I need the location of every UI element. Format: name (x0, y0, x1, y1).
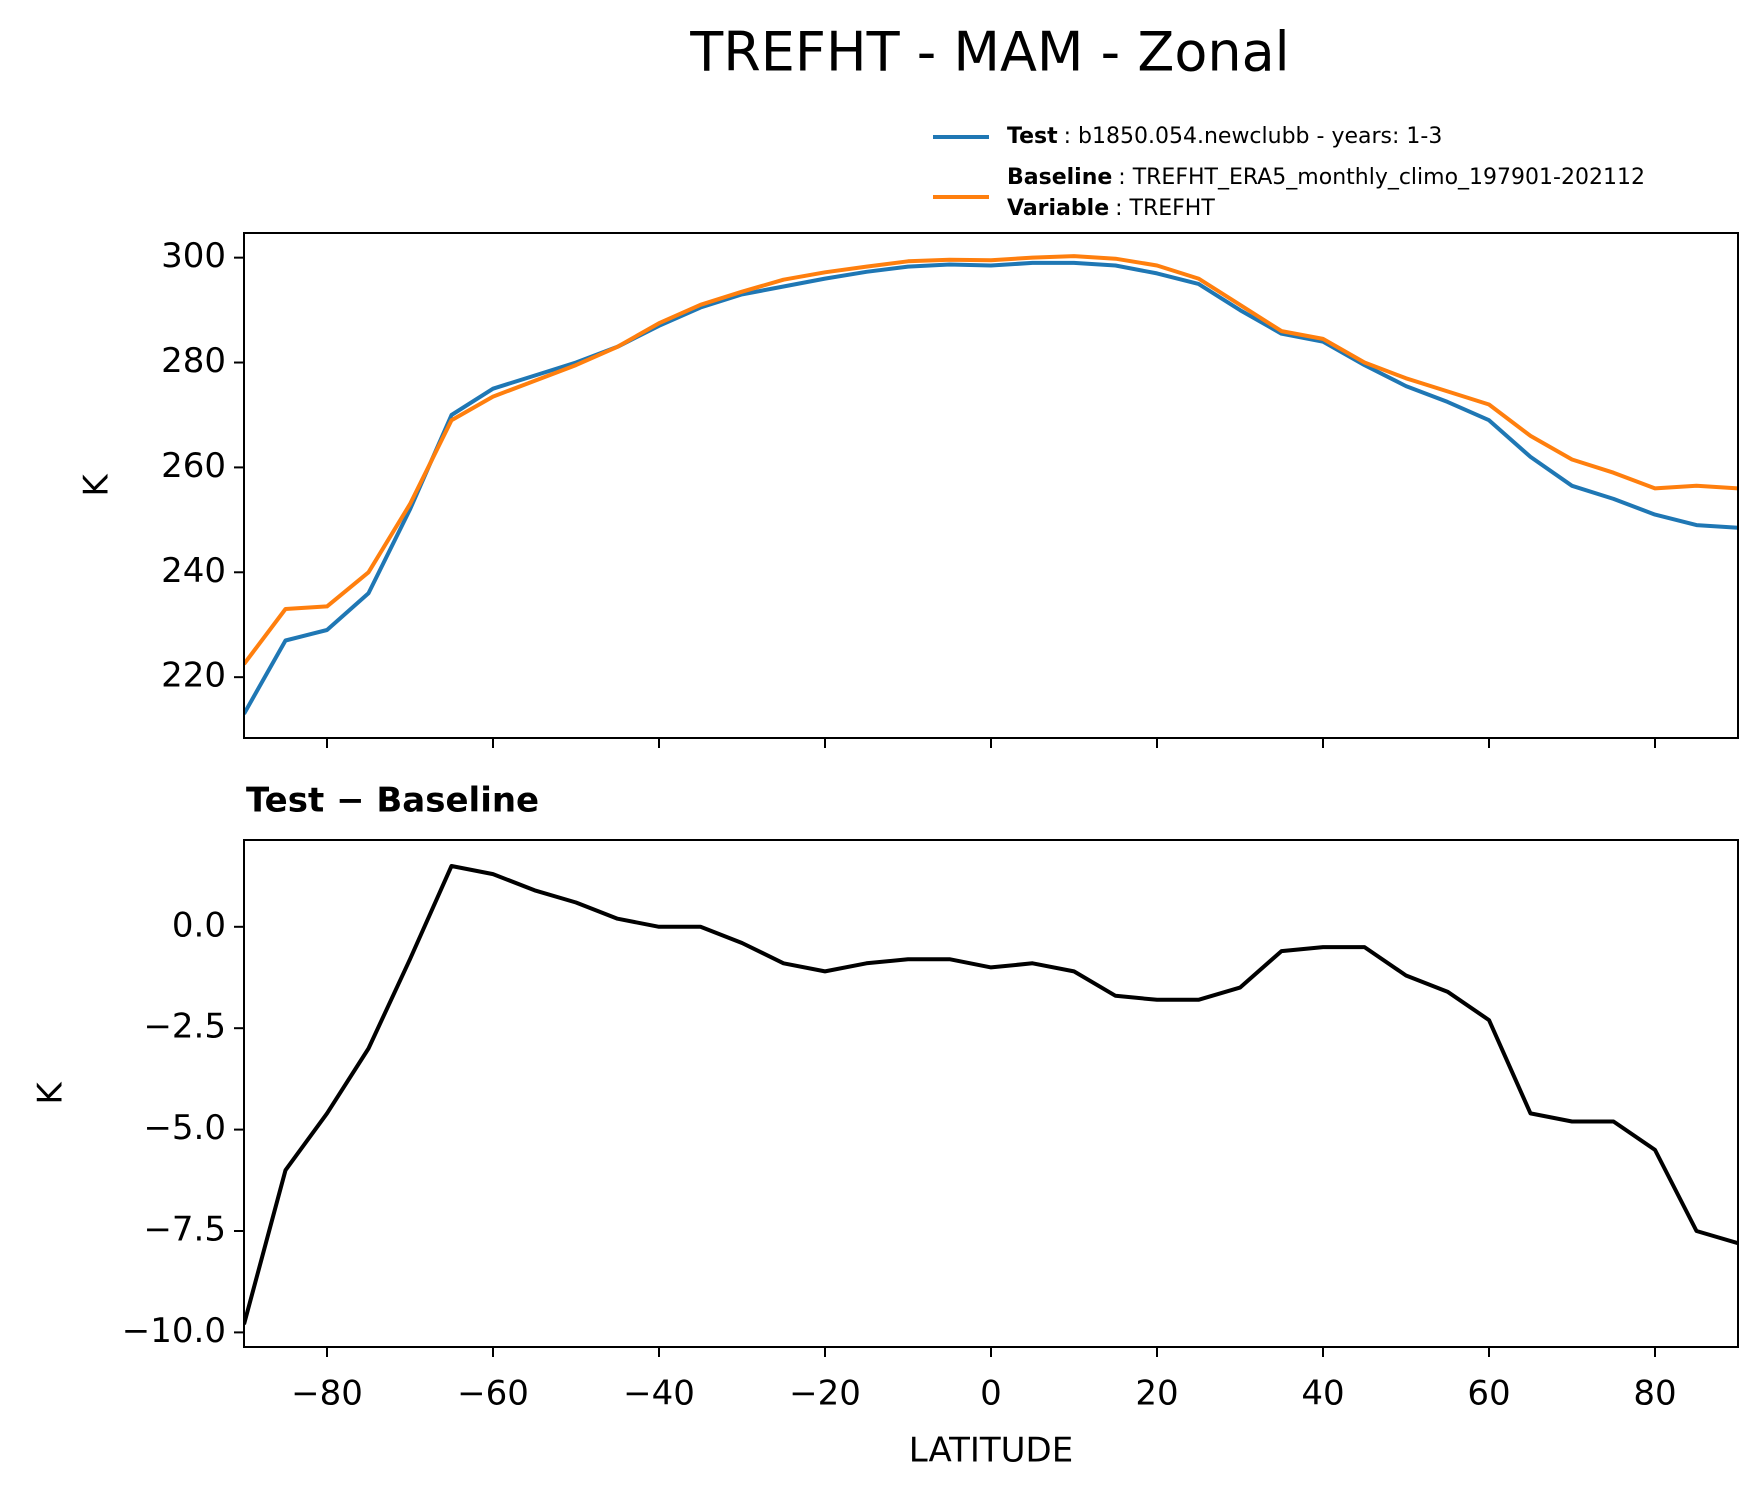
y-axis-label: K (31, 1081, 71, 1105)
x-axis-label: LATITUDE (909, 1431, 1073, 1471)
x-tick-label: 80 (1633, 1374, 1676, 1414)
y-tick-label: 0.0 (172, 905, 226, 945)
legend-entry: Test: b1850.054.newclubb - years: 1-3 (1007, 124, 1442, 149)
axes-frame (243, 232, 1739, 739)
axes-frame (243, 839, 1739, 1348)
figure-title: TREFHT - MAM - Zonal (689, 21, 1289, 84)
x-tick-label: −60 (457, 1374, 529, 1414)
y-tick-label: 280 (161, 341, 226, 381)
legend-extra-name: Variable (1007, 196, 1109, 221)
x-tick-label: 40 (1301, 1374, 1344, 1414)
x-tick-label: −80 (291, 1374, 363, 1414)
y-tick-label: −5.0 (143, 1108, 226, 1148)
y-tick-label: 220 (161, 656, 226, 696)
x-tick-label: −20 (789, 1374, 861, 1414)
series-line (244, 864, 1738, 1325)
y-tick-label: −2.5 (143, 1007, 226, 1047)
x-tick-label: 0 (980, 1374, 1002, 1414)
legend-extra-description: : TREFHT (1115, 196, 1215, 221)
x-tick-label: −40 (623, 1374, 695, 1414)
x-tick-label: 20 (1135, 1374, 1178, 1414)
y-tick-label: −10.0 (122, 1311, 226, 1351)
legend-description: : TREFHT_ERA5_monthly_climo_197901-20211… (1118, 165, 1645, 190)
series-line (244, 260, 1738, 715)
y-tick-label: 240 (161, 551, 226, 591)
x-tick-label: 60 (1467, 1374, 1510, 1414)
legend-description: : b1850.054.newclubb - years: 1-3 (1064, 124, 1443, 149)
legend-entry: Baseline: TREFHT_ERA5_monthly_climo_1979… (1007, 165, 1645, 190)
y-tick-label: −7.5 (143, 1209, 226, 1249)
y-axis-label: K (77, 473, 117, 497)
legend-name: Baseline (1007, 165, 1112, 190)
series-line (244, 254, 1738, 666)
subplot-title: Test − Baseline (246, 781, 539, 821)
legend-name: Test (1007, 124, 1058, 149)
y-tick-label: 260 (161, 446, 226, 486)
y-tick-label: 300 (161, 236, 226, 276)
legend-extra: Variable: TREFHT (1007, 196, 1215, 221)
